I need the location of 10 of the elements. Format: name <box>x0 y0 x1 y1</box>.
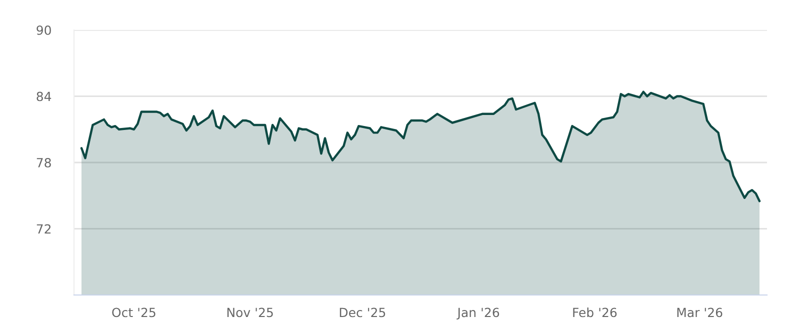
x-tick-label: Feb '26 <box>573 308 617 318</box>
y-tick-label: 72 <box>36 224 51 234</box>
x-tick-label: Dec '25 <box>340 308 386 318</box>
y-tick-label: 78 <box>36 158 51 168</box>
x-tick-label: Oct '25 <box>112 308 156 318</box>
x-tick-label: Mar '26 <box>677 308 722 318</box>
y-tick-label: 90 <box>36 25 51 35</box>
x-tick-label: Nov '25 <box>227 308 273 318</box>
y-tick-label: 84 <box>36 92 52 102</box>
x-tick-label: Jan '26 <box>456 308 500 320</box>
